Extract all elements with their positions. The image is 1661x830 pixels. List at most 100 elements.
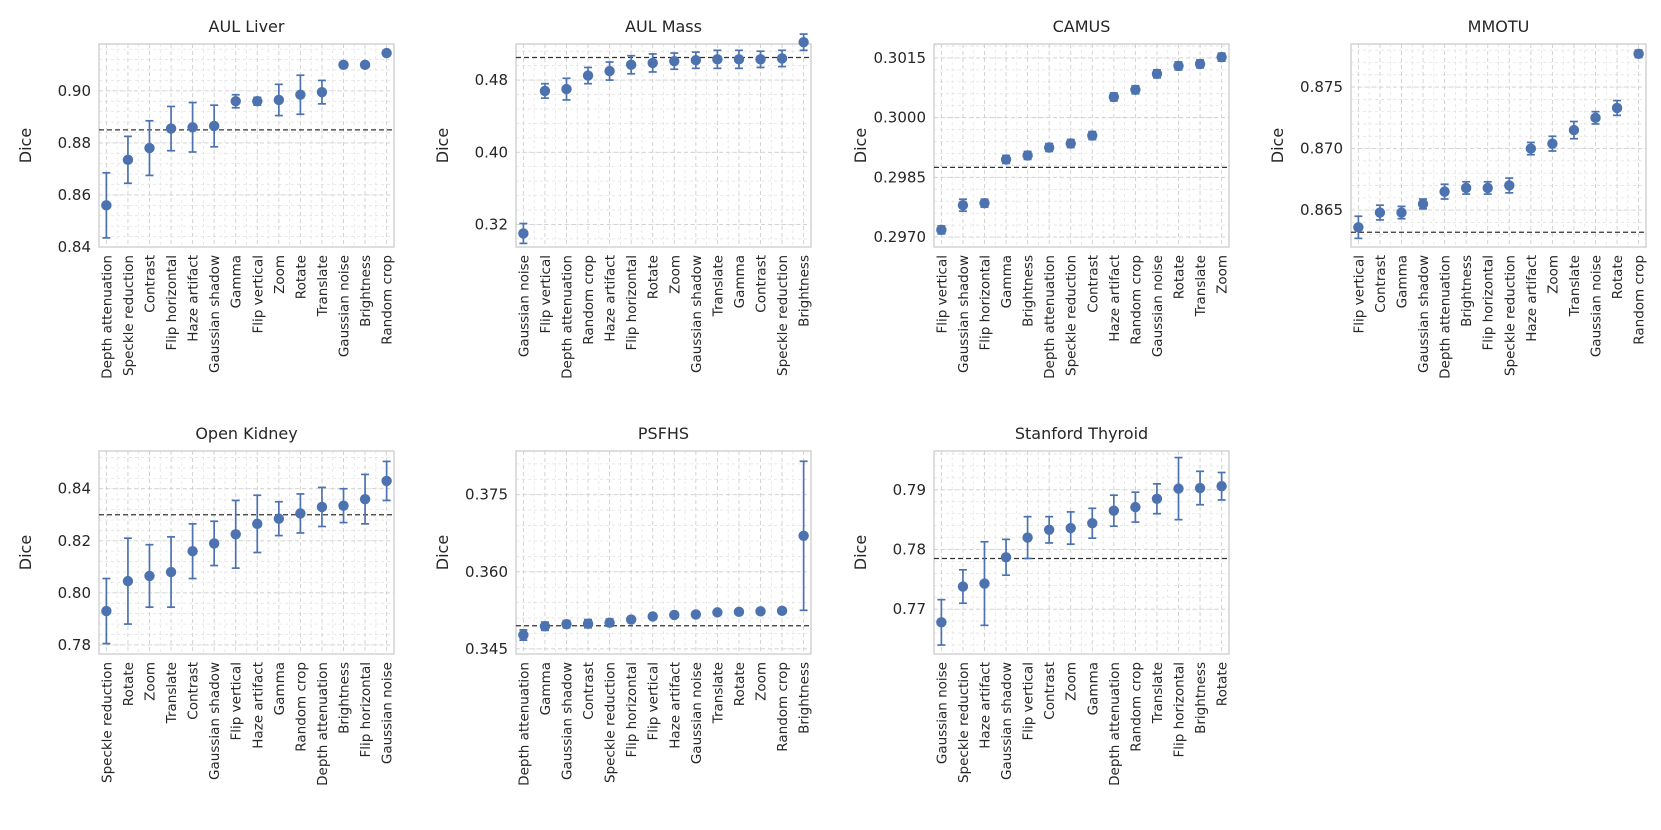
data-point (1568, 124, 1580, 136)
xtick-label: Random crop (1632, 255, 1648, 345)
xtick-label: Gaussian shadow (956, 255, 972, 373)
panel-6: 0.345 0.360 0.375 Depth attenuation Gamma Gau… (433, 424, 813, 786)
xtick-label: Brightness (797, 662, 813, 734)
xtick-label: Speckle reduction (775, 255, 791, 376)
data-point (776, 53, 788, 64)
xtick-label: Gaussian shadow (559, 662, 575, 780)
data-point (381, 47, 392, 59)
xtick-label: Rotate (121, 662, 137, 706)
xtick-label: Flip vertical (1021, 662, 1037, 740)
xtick-label: Depth attenuation (99, 255, 115, 379)
data-point (273, 513, 285, 524)
data-point (338, 500, 349, 511)
data-point (1460, 182, 1472, 194)
data-point (1216, 51, 1227, 63)
xtick-label: Gaussian shadow (999, 662, 1015, 780)
xtick-label: Gaussian noise (516, 255, 532, 357)
ytick-label: 0.80 (58, 584, 91, 602)
xtick-label: Gamma (732, 255, 748, 308)
data-point (1108, 91, 1120, 103)
data-point (187, 545, 198, 557)
xtick-label: Brightness (1459, 255, 1475, 327)
xtick-label: Gaussian shadow (1416, 255, 1432, 373)
xtick-label: Speckle reduction (956, 662, 972, 783)
data-point (187, 122, 198, 133)
xtick-label: Gaussian noise (934, 662, 950, 764)
data-point (230, 529, 241, 540)
ytick-label: 0.82 (58, 532, 91, 550)
data-point (936, 224, 947, 236)
xtick-label: Rotate (646, 255, 662, 299)
chart-title: Stanford Thyroid (1015, 424, 1148, 443)
chart-title: CAMUS (1053, 17, 1111, 36)
ytick-label: 0.78 (893, 541, 926, 559)
xtick-label: Random crop (1128, 662, 1144, 752)
chart-title: AUL Liver (209, 17, 285, 36)
xtick-label: Zoom (142, 662, 158, 701)
xtick-label: Brightness (1021, 255, 1037, 327)
data-point (1043, 524, 1055, 536)
data-point (1022, 150, 1033, 161)
ytick-label: 0.48 (475, 71, 508, 89)
xtick-label: Flip vertical (646, 662, 662, 740)
ytick-label: 0.865 (1300, 201, 1343, 219)
panel-2: 0.32 0.40 0.48 Gaussian noise Flip vertical D… (433, 17, 813, 379)
xtick-label: Gamma (999, 255, 1015, 308)
xtick-label: Zoom (272, 255, 288, 294)
xtick-label: Zoom (754, 662, 770, 701)
xtick-label: Speckle reduction (603, 662, 619, 783)
xtick-label: Gamma (538, 662, 554, 715)
data-point (1504, 180, 1515, 191)
data-point (1547, 138, 1558, 149)
xtick-label: Flip horizontal (624, 255, 640, 350)
data-point (712, 607, 723, 618)
xtick-label: Gaussian shadow (689, 255, 705, 373)
xtick-label: Flip horizontal (977, 255, 993, 350)
data-point (1374, 207, 1386, 218)
ytick-label: 0.86 (58, 186, 91, 204)
data-point (647, 611, 658, 622)
xtick-label: Translate (710, 255, 726, 317)
data-point (1194, 58, 1206, 70)
data-point (1396, 207, 1407, 218)
data-point (316, 501, 328, 513)
ytick-label: 0.2970 (874, 228, 927, 246)
data-point (165, 566, 177, 578)
data-point (625, 59, 637, 70)
data-point (1353, 222, 1364, 233)
ytick-label: 0.3000 (874, 109, 927, 127)
y-axis-label: Dice (851, 128, 870, 163)
data-point (144, 142, 155, 154)
data-point (1087, 518, 1098, 529)
xtick-label: Random crop (1128, 255, 1144, 345)
xtick-label: Speckle reduction (121, 255, 137, 376)
data-point (755, 54, 766, 65)
xtick-label: Translate (710, 662, 726, 724)
panel-4: 0.865 0.870 0.875 Flip vertical Contrast Gamm… (1268, 17, 1648, 379)
data-point (979, 578, 990, 589)
axes-frame (933, 450, 1230, 655)
xtick-label: Zoom (1215, 255, 1231, 294)
xtick-label: Haze artifact (1107, 255, 1123, 342)
xtick-label: Depth attenuation (559, 255, 575, 379)
y-axis-label: Dice (851, 535, 870, 570)
xtick-label: Gaussian shadow (207, 662, 223, 780)
ytick-label: 0.2985 (874, 168, 927, 186)
data-point (539, 621, 551, 632)
xtick-label: Zoom (1545, 255, 1561, 294)
ytick-label: 0.88 (58, 134, 91, 152)
xtick-label: Flip vertical (250, 255, 266, 333)
chart-title: PSFHS (638, 424, 689, 443)
axes-frame (515, 450, 812, 655)
data-point (1000, 154, 1012, 165)
data-point (338, 59, 349, 71)
ytick-label: 0.78 (58, 636, 91, 654)
xtick-label: Brightness (337, 662, 353, 734)
xtick-label: Flip horizontal (1172, 662, 1188, 757)
data-point (359, 59, 371, 71)
xtick-label: Gaussian noise (337, 255, 353, 357)
xtick-label: Flip vertical (538, 255, 554, 333)
xtick-label: Translate (1567, 255, 1583, 317)
data-point (1216, 481, 1227, 492)
